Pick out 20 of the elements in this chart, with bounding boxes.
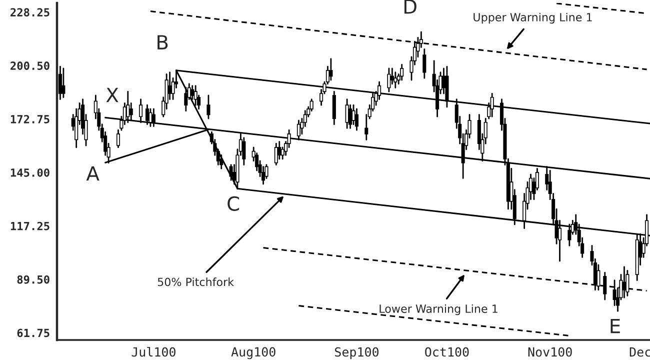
annotation: E (610, 318, 620, 334)
y-tick-label: 200.50 (10, 62, 50, 70)
x-tick-label: Sep100 (334, 347, 378, 360)
y-tick-label: 145.00 (10, 168, 50, 177)
y-tick-label: 117.25 (10, 222, 50, 230)
annotation: X (106, 88, 118, 102)
annotation: Upper Warning Line 1 (474, 12, 592, 24)
annotation: Lower Warning Line 1 (380, 304, 498, 316)
y-tick-label: 228.25 (10, 8, 50, 17)
annotation: C (228, 196, 240, 211)
x-tick-label: Oct100 (425, 347, 469, 357)
x-tick-label: Jul100 (132, 346, 176, 357)
x-tick-label: Nov100 (528, 347, 572, 357)
x-tick-label: Aug100 (231, 347, 276, 360)
y-tick-label: 172.75 (10, 115, 50, 124)
y-tick-label: 61.75 (17, 328, 50, 338)
y-tick-label: 89.50 (17, 275, 50, 284)
annotation: A (86, 166, 100, 181)
annotation: B (158, 35, 168, 50)
annotation: 50% Pitchfork (158, 278, 234, 286)
